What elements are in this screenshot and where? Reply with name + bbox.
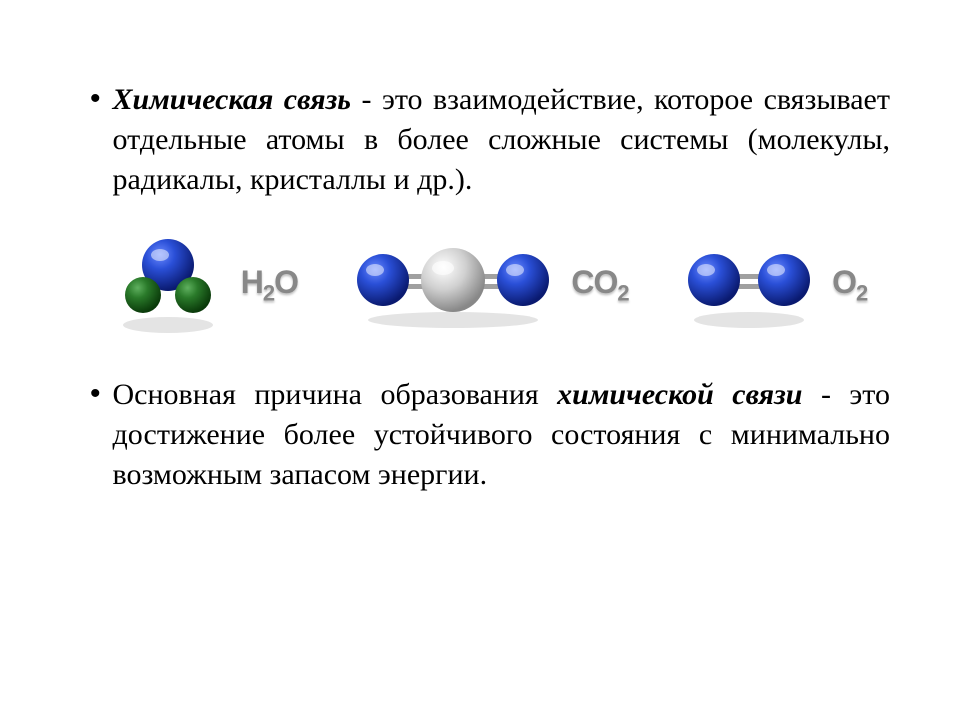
molecule-h2o: H2O xyxy=(113,230,298,340)
h2o-label: H2O xyxy=(241,264,298,306)
paragraph-1-block: • Химическая связь - это взаимодействие,… xyxy=(90,80,890,200)
paragraph-2: Основная причина образования химической … xyxy=(113,375,890,495)
sep-2: - xyxy=(802,378,849,411)
sep-1: - xyxy=(351,83,382,116)
o2-icon xyxy=(674,230,824,340)
co2-icon xyxy=(343,230,563,340)
bullet-icon: • xyxy=(90,80,101,118)
term-2: химической связи xyxy=(557,378,802,411)
paragraph-1: Химическая связь - это взаимодействие, к… xyxy=(113,80,890,200)
molecules-row: H2O CO2 xyxy=(90,230,890,340)
o2-label: O2 xyxy=(832,264,867,306)
paragraph-2-block: • Основная причина образования химическо… xyxy=(90,375,890,495)
term-1: Химическая связь xyxy=(113,83,351,116)
prefix-2: Основная причина образования xyxy=(113,378,558,411)
h2o-icon xyxy=(113,230,233,340)
molecule-co2: CO2 xyxy=(343,230,628,340)
bullet-icon: • xyxy=(90,375,101,413)
co2-label: CO2 xyxy=(571,264,628,306)
molecule-o2: O2 xyxy=(674,230,867,340)
